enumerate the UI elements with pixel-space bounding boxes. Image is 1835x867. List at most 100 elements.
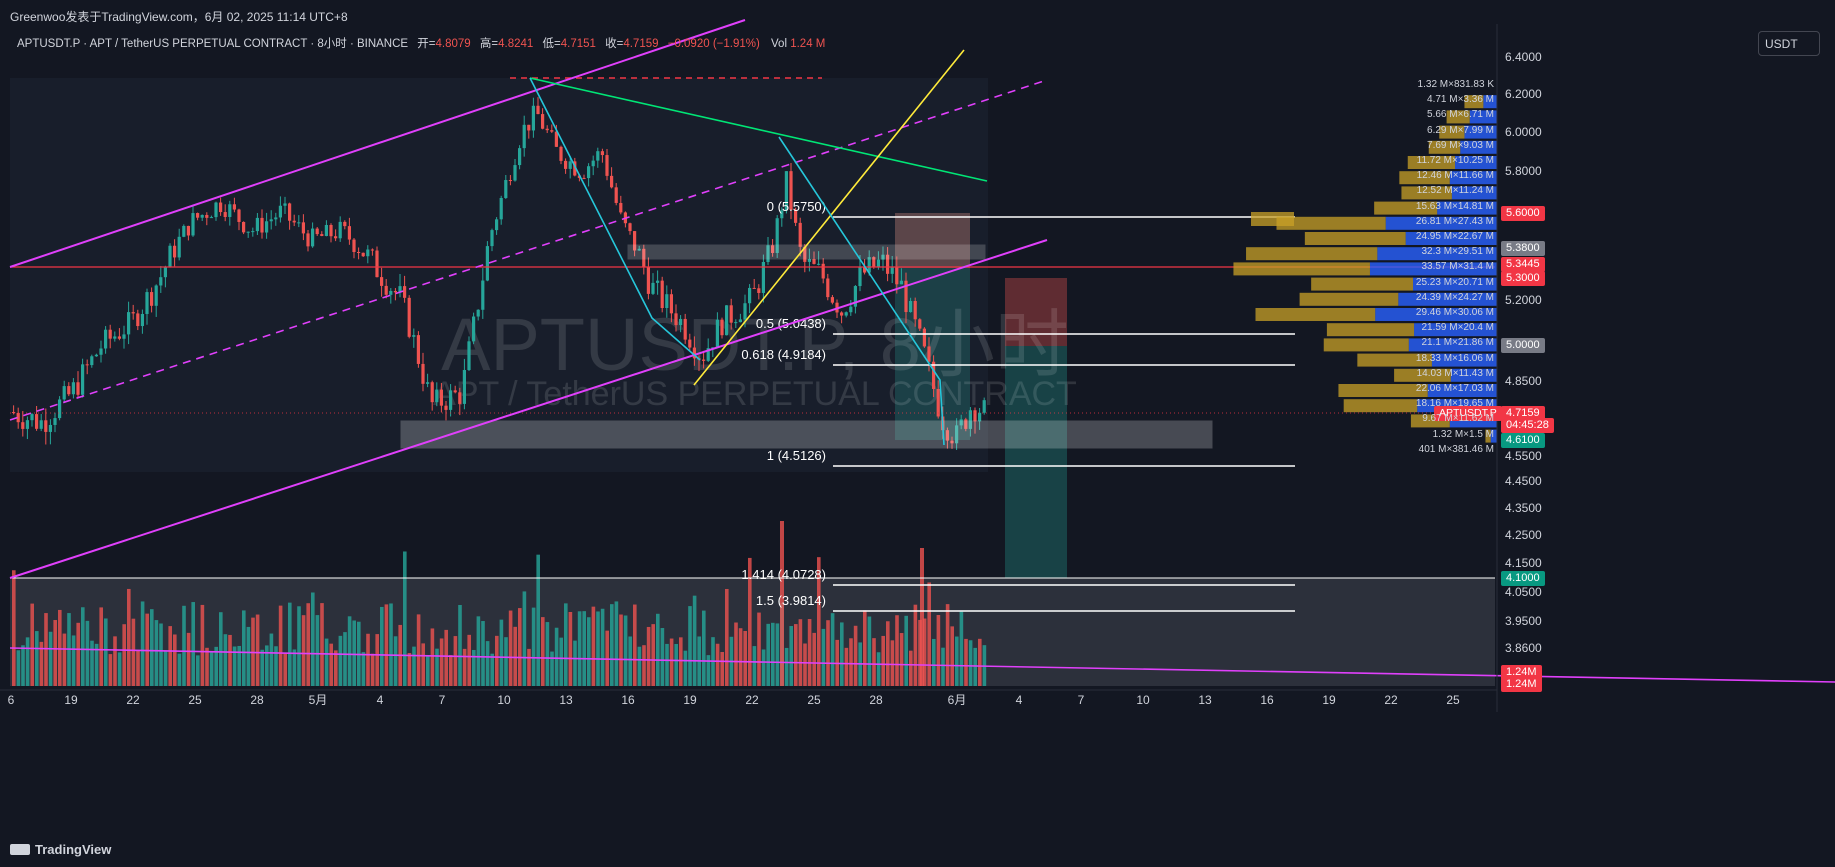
legend-low-label: 低= (542, 38, 561, 50)
volume-bar (449, 655, 453, 686)
candle-body (554, 131, 558, 147)
candle-body (895, 267, 899, 285)
volume-bar (761, 649, 766, 686)
candle-body (715, 319, 719, 348)
candle-body (817, 263, 821, 265)
volume-bar (821, 628, 826, 686)
candle-body (375, 250, 379, 278)
candle-body (292, 220, 296, 223)
profile-buy-bar (1276, 216, 1386, 230)
price-marker: 5.0000 (1501, 338, 1545, 353)
candle-body (481, 280, 485, 310)
profile-buy-bar (1326, 323, 1415, 337)
candle-body (499, 197, 503, 220)
volume-profile-label: 6.29 M×7.99 M (1427, 124, 1494, 136)
candle-body (462, 370, 466, 404)
profile-sell-bar (1460, 140, 1497, 154)
volume-bar (936, 614, 941, 686)
candle-body (288, 203, 292, 221)
tradingview-logo-icon (10, 844, 30, 855)
volume-bar (513, 626, 517, 686)
candle-body (660, 280, 664, 308)
candle-body (771, 245, 775, 253)
candle-body (702, 359, 706, 361)
volume-bar (269, 633, 274, 686)
volume-bar (421, 643, 425, 686)
volume-bar (863, 610, 867, 686)
candle-body (936, 388, 940, 417)
volume-bar (416, 614, 421, 686)
volume-bar (968, 640, 973, 686)
legend-symbol[interactable]: APTUSDT.P · APT / TetherUS PERPETUAL CON… (17, 38, 409, 50)
candle-body (104, 329, 108, 349)
channel-lower (9, 239, 1048, 579)
volume-bar (196, 655, 200, 686)
volume-bar (752, 646, 757, 686)
profile-buy-bar (1299, 292, 1399, 306)
volume-bar (738, 628, 743, 686)
candle-body (255, 217, 259, 232)
candle-body (81, 364, 85, 395)
candle-body (352, 239, 356, 253)
volume-bar (255, 614, 260, 686)
tradingview-brand: TradingView (35, 842, 112, 857)
volume-bar (536, 554, 540, 686)
candle-body (587, 166, 591, 179)
candle-body (867, 257, 871, 273)
volume-spike (780, 521, 784, 686)
zigzag-2 (778, 136, 945, 446)
volume-bar (840, 622, 844, 686)
profile-sell-bar (1375, 308, 1497, 321)
candle-body (223, 212, 227, 217)
volume-profile-label: 25.23 M×20.71 M (1415, 276, 1494, 288)
volume-bar (186, 632, 191, 686)
volume-profile-label: 12.46 M×11.66 M (1416, 170, 1494, 182)
price-marker: 5.6000 (1501, 206, 1545, 221)
candle-body (656, 280, 660, 283)
candle-body (214, 202, 218, 218)
volume-bar (789, 626, 793, 686)
volume-bar (71, 635, 76, 686)
candle-body (403, 286, 407, 298)
currency-button[interactable]: USDT (1758, 31, 1820, 56)
volume-profile-label: 12.52 M×11.24 M (1416, 185, 1494, 197)
volume-bar (959, 611, 964, 686)
candles (12, 97, 986, 451)
publisher-text: Greenwoo发表于TradingView.com，6月 02, 2025 1… (10, 10, 348, 24)
candle-body (899, 280, 903, 285)
candle-body (872, 257, 876, 268)
volume-zone (10, 578, 1495, 686)
candle-body (127, 312, 131, 335)
candle-body (476, 309, 480, 317)
volume-bar (127, 588, 131, 686)
candle-body (260, 217, 264, 233)
volume-bar (867, 616, 872, 686)
volume-bar (122, 624, 126, 686)
candle-body (886, 254, 890, 274)
candle-body (669, 294, 673, 314)
price-marker: 5.3000 (1501, 271, 1545, 286)
volume-spike (920, 548, 924, 686)
price-marker: 4.6100 (1501, 433, 1545, 448)
volume-bar (853, 625, 858, 686)
candle-body (21, 422, 25, 429)
volume-bar (817, 557, 821, 686)
profile-buy-bar (1399, 171, 1450, 185)
volume-bar (403, 551, 407, 686)
volume-bar (467, 634, 471, 686)
price-axis-label: 3.9500 (1505, 614, 1542, 628)
candle-body (738, 319, 742, 323)
tradingview-logo[interactable]: TradingView (10, 842, 111, 857)
volume-bar (522, 591, 527, 686)
candle-body (564, 160, 568, 169)
candle-body (508, 180, 512, 182)
candle-body (720, 319, 724, 336)
profile-sell-bar (1437, 201, 1497, 215)
volume-bar (945, 604, 950, 686)
legend: APTUSDT.P · APT / TetherUS PERPETUAL CON… (17, 35, 825, 51)
volume-profile-label: 14.03 M×11.43 M (1416, 367, 1494, 379)
volume-bar (527, 648, 531, 686)
candle-body (959, 419, 963, 426)
volume-bar (757, 612, 761, 686)
